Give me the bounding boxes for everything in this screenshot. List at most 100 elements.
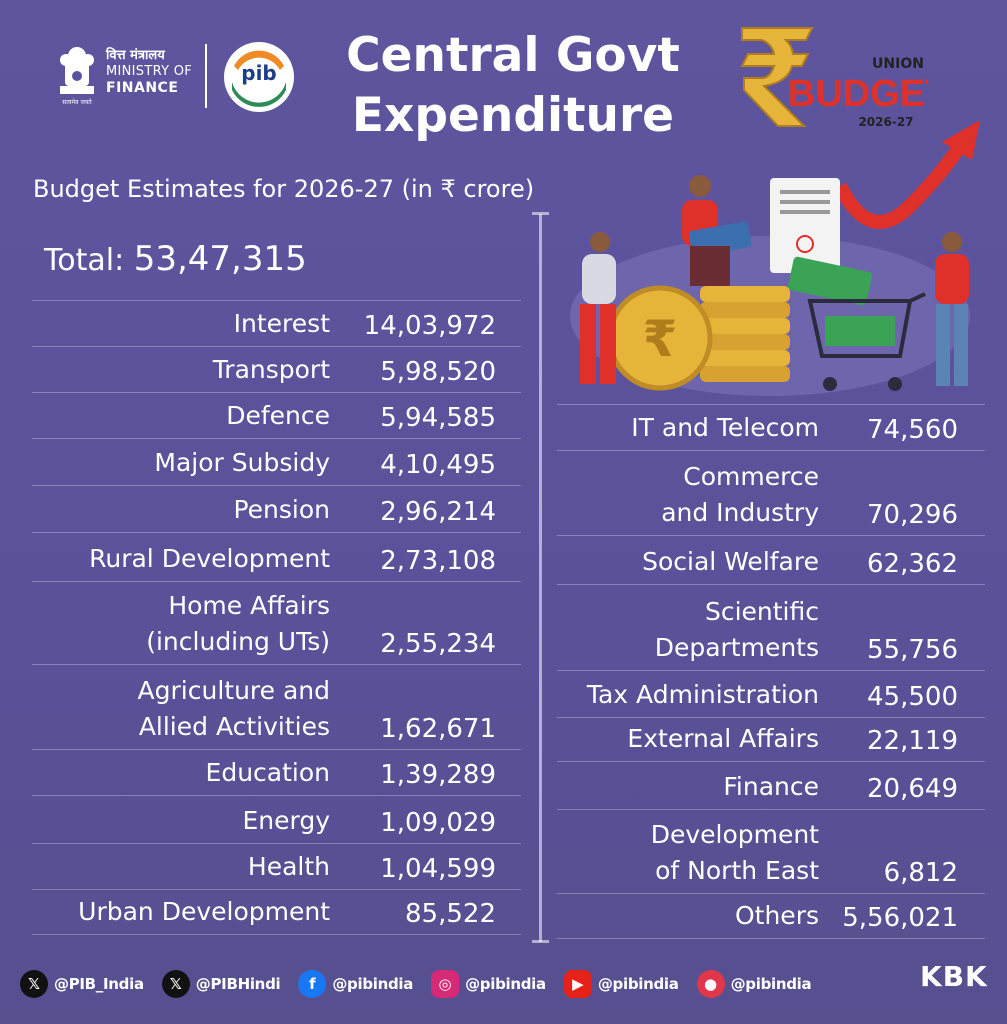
row-value: 5,98,520 — [380, 357, 496, 387]
table-row: External Affairs 22,119 — [557, 717, 985, 761]
social-handle: @pibindia — [730, 975, 812, 993]
column-divider — [539, 214, 542, 942]
row-label: Defence — [226, 401, 330, 430]
title-line2: Expenditure — [351, 88, 675, 143]
social-handle: @PIB_India — [54, 975, 144, 993]
table-row: Interest 14,03,972 — [32, 300, 521, 346]
social-footer: 𝕏 @PIB_India 𝕏 @PIBHindi f @pibindia ◎ @… — [20, 966, 980, 1002]
budget-illustration: ₹ — [570, 120, 980, 396]
social-instagram[interactable]: ◎ @pibindia — [431, 970, 546, 998]
ministry-name: वित्त मंत्रालय MINISTRY OF FINANCE — [106, 48, 206, 96]
shopping-cart-icon — [807, 292, 926, 391]
person-woman — [682, 175, 752, 286]
table-row: Energy 1,09,029 — [32, 795, 521, 843]
row-value: 4,10,495 — [380, 450, 496, 480]
row-value: 5,56,021 — [842, 903, 958, 933]
social-x-pib-india[interactable]: 𝕏 @PIB_India — [20, 970, 144, 998]
social-koo[interactable]: ● @pibindia — [696, 970, 812, 998]
social-handle: @pibindia — [465, 975, 546, 993]
row-label: Finance — [723, 772, 819, 801]
row-label: Social Welfare — [642, 547, 819, 576]
row-value: 62,362 — [867, 549, 958, 579]
right-expenditure-table: IT and Telecom 74,560 Commerce and Indust… — [557, 404, 985, 939]
row-value: 1,39,289 — [380, 760, 496, 790]
svg-text:₹: ₹ — [643, 310, 678, 368]
x-icon: 𝕏 — [20, 970, 48, 998]
instagram-icon: ◎ — [431, 970, 460, 998]
row-label: External Affairs — [627, 724, 819, 753]
social-handle: @pibindia — [332, 975, 414, 993]
divider-cap-top — [532, 212, 549, 215]
row-value: 55,756 — [867, 635, 958, 665]
table-row: Transport 5,98,520 — [32, 346, 521, 392]
title-line1: Central Govt — [346, 28, 680, 83]
ministry-hindi: वित्त मंत्रालय — [106, 48, 165, 63]
subtitle: Budget Estimates for 2026-27 (in ₹ crore… — [33, 175, 535, 203]
row-value: 20,649 — [867, 774, 958, 804]
row-label: Development of North East — [650, 820, 819, 885]
divider-cap-bottom — [532, 940, 549, 943]
youtube-icon: ▶ — [563, 970, 592, 998]
emblem-motto: सत्यमेव जयते — [62, 98, 92, 106]
table-row: Defence 5,94,585 — [32, 392, 521, 438]
social-x-pib-hindi[interactable]: 𝕏 @PIBHindi — [161, 970, 281, 998]
row-label: Energy — [242, 806, 330, 835]
table-row: Major Subsidy 4,10,495 — [32, 438, 521, 485]
row-value: 2,73,108 — [380, 546, 496, 576]
table-row: Urban Development 85,522 — [32, 889, 521, 935]
rupee-symbol-icon — [740, 27, 814, 127]
row-value: 1,09,029 — [380, 808, 496, 838]
budget-logo-top: UNION — [872, 56, 924, 72]
social-youtube[interactable]: ▶ @pibindia — [563, 970, 679, 998]
row-value: 74,560 — [867, 415, 958, 445]
row-label: Education — [205, 758, 330, 787]
table-row: Others 5,56,021 — [557, 893, 985, 939]
row-value: 2,55,234 — [380, 629, 496, 659]
row-label: Tax Administration — [586, 680, 819, 709]
table-row: Development of North East 6,812 — [557, 809, 985, 893]
row-label: Rural Development — [89, 544, 330, 573]
row-value: 70,296 — [867, 500, 958, 530]
row-label: Agriculture and Allied Activities — [137, 676, 330, 741]
row-value: 14,03,972 — [363, 311, 496, 341]
budget-logo-main: BUDGET — [788, 73, 928, 115]
left-expenditure-table: Interest 14,03,972 Transport 5,98,520 Defe… — [32, 300, 521, 935]
row-label: Home Affairs (including UTs) — [146, 591, 330, 656]
table-row: Home Affairs (including UTs) 2,55,234 — [32, 581, 521, 664]
signature: KBK — [920, 960, 988, 993]
facebook-icon: f — [298, 970, 327, 998]
social-handle: @pibindia — [597, 975, 679, 993]
row-label: Interest — [233, 309, 330, 338]
row-label: IT and Telecom — [631, 413, 819, 442]
total: Total: 53,47,315 — [44, 236, 307, 284]
social-facebook[interactable]: f @pibindia — [298, 970, 413, 998]
national-emblem-icon: सत्यमेव जयते — [60, 47, 94, 106]
row-value: 2,96,214 — [380, 497, 496, 527]
union-budget-logo: UNION BUDGET 2026-27 — [740, 27, 928, 129]
row-label: Major Subsidy — [154, 448, 330, 477]
row-value: 1,62,671 — [380, 714, 496, 744]
row-label: Scientific Departments — [654, 597, 819, 662]
table-row: Finance 20,649 — [557, 761, 985, 809]
total-value: 53,47,315 — [133, 239, 307, 279]
table-row: Commerce and Industry 70,296 — [557, 450, 985, 535]
svg-text:pib: pib — [241, 61, 277, 85]
table-row: Education 1,39,289 — [32, 749, 521, 795]
ministry-line1: MINISTRY OF — [106, 64, 193, 79]
row-label: Commerce and Industry — [661, 462, 819, 527]
table-row: Agriculture and Allied Activities 1,62,67… — [32, 664, 521, 749]
ministry-line2: FINANCE — [106, 80, 179, 96]
row-label: Transport — [212, 355, 330, 384]
table-row: Pension 2,96,214 — [32, 485, 521, 532]
table-row: Social Welfare 62,362 — [557, 535, 985, 584]
table-row: Scientific Departments 55,756 — [557, 584, 985, 670]
social-handle: @PIBHindi — [195, 975, 281, 993]
row-label: Urban Development — [78, 897, 330, 926]
arrow-head-icon — [942, 120, 980, 160]
row-label: Health — [247, 852, 330, 881]
coin-stack — [700, 286, 790, 382]
person-left — [580, 232, 616, 384]
row-value: 22,119 — [867, 726, 958, 756]
row-value: 85,522 — [405, 899, 496, 929]
